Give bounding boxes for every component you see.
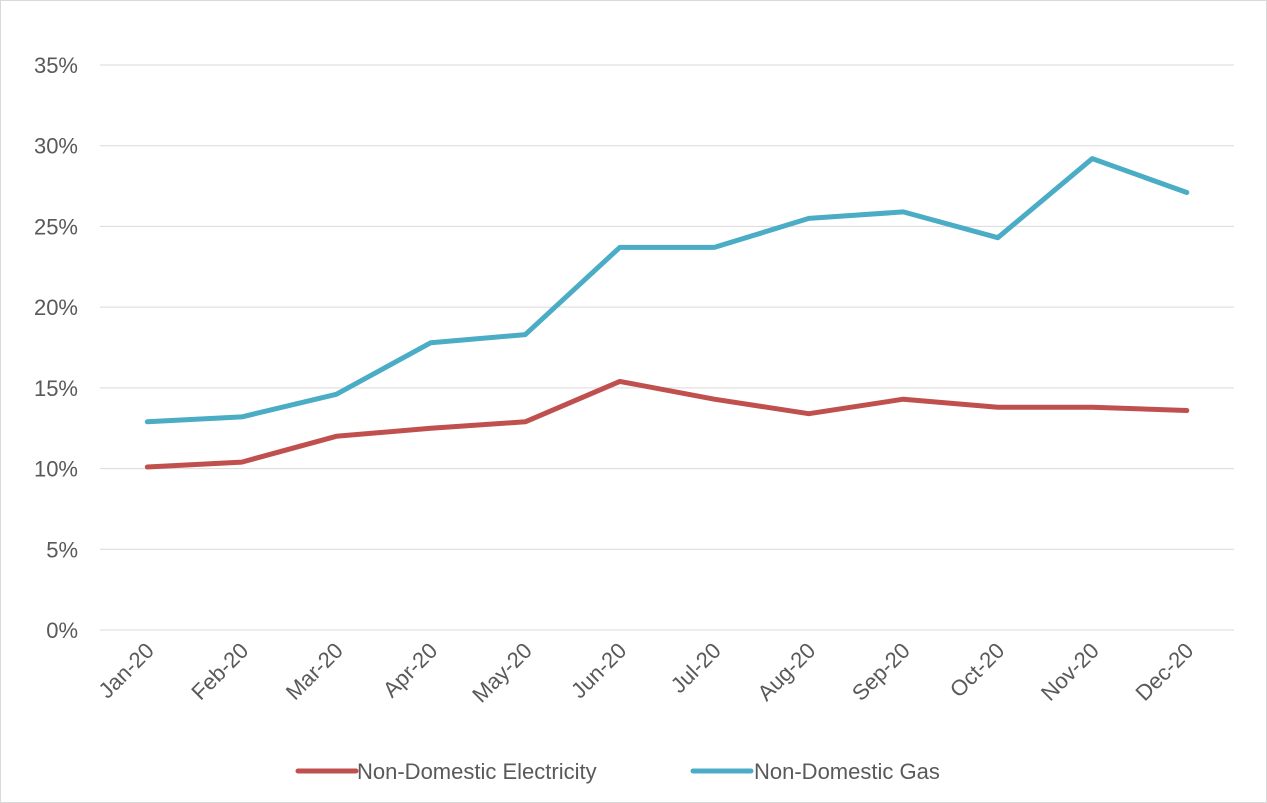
y-tick-label: 20% xyxy=(34,295,78,320)
x-tick-label: Nov-20 xyxy=(1036,638,1104,706)
x-tick-label: Sep-20 xyxy=(847,638,915,706)
x-tick-label: Dec-20 xyxy=(1130,638,1198,706)
x-tick-label: Oct-20 xyxy=(945,638,1009,702)
y-tick-label: 15% xyxy=(34,376,78,401)
y-tick-label: 0% xyxy=(46,618,78,643)
x-tick-label: Mar-20 xyxy=(281,638,348,705)
x-tick-label: Jul-20 xyxy=(666,638,726,698)
x-tick-label: Jan-20 xyxy=(94,638,159,703)
x-tick-label: Apr-20 xyxy=(378,638,442,702)
y-tick-label: 25% xyxy=(34,214,78,239)
x-tick-label: Aug-20 xyxy=(752,638,820,706)
series-line-2 xyxy=(144,156,1190,425)
legend-label: Non-Domestic Gas xyxy=(754,759,940,784)
y-tick-label: 10% xyxy=(34,457,78,482)
y-tick-label: 30% xyxy=(34,134,78,159)
y-tick-label: 35% xyxy=(34,53,78,78)
series-line-1 xyxy=(144,378,1190,470)
x-tick-label: Feb-20 xyxy=(186,638,253,705)
y-tick-label: 5% xyxy=(46,537,78,562)
x-tick-label: May-20 xyxy=(467,638,537,708)
x-tick-label: Jun-20 xyxy=(566,638,631,703)
legend-label: Non-Domestic Electricity xyxy=(357,759,597,784)
